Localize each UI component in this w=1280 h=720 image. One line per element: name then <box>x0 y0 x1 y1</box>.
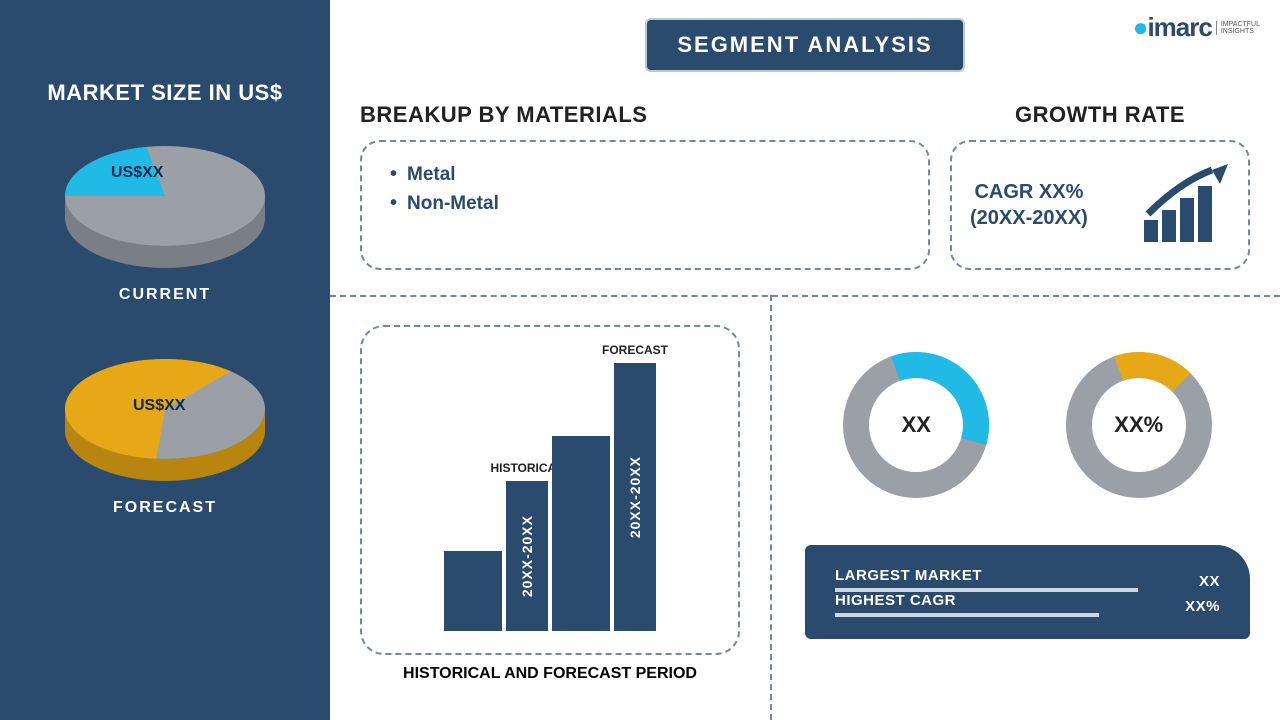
info-value: XX <box>1179 573 1220 592</box>
row-bottom: HISTORICAL20XX-20XXFORECAST20XX-20XX HIS… <box>330 295 1280 720</box>
bar <box>444 551 502 631</box>
bar: FORECAST20XX-20XX <box>614 363 656 631</box>
breakup-item: Metal <box>390 160 900 189</box>
sidebar: MARKET SIZE IN US$ US$XX CURRENT US$XX F… <box>0 0 330 720</box>
bar-period-label: 20XX-20XX <box>627 456 643 538</box>
info-bar <box>835 613 1099 617</box>
info-value: XX% <box>1165 598 1220 617</box>
logo-brand: imarc <box>1147 12 1211 42</box>
breakup-box: MetalNon-Metal <box>360 140 930 270</box>
main-area: SEGMENT ANALYSIS ●imarc IMPACTFUL INSIGH… <box>330 0 1280 720</box>
pie-value: US$XX <box>133 397 185 415</box>
donut-center-value: XX% <box>1114 412 1163 438</box>
cagr-text: CAGR XX% (20XX-20XX) <box>970 179 1088 231</box>
growth-icon <box>1140 164 1230 246</box>
bar-chart: HISTORICAL20XX-20XXFORECAST20XX-20XX <box>386 341 714 631</box>
bar-period-label: 20XX-20XX <box>519 515 535 597</box>
growth-title: GROWTH RATE <box>950 102 1250 128</box>
bar <box>552 436 610 631</box>
logo-tagline: IMPACTFUL INSIGHTS <box>1216 21 1260 35</box>
historical-caption: HISTORICAL AND FORECAST PERIOD <box>360 665 740 683</box>
logo-dot: ● <box>1133 12 1148 42</box>
page-title-badge: SEGMENT ANALYSIS <box>645 18 965 72</box>
logo-text: ●imarc <box>1133 12 1212 43</box>
historical-chart: HISTORICAL20XX-20XXFORECAST20XX-20XX <box>360 325 740 655</box>
sidebar-title: MARKET SIZE IN US$ <box>0 80 330 106</box>
pie-chart: US$XX <box>55 136 275 276</box>
info-row: LARGEST MARKET XX <box>835 567 1220 592</box>
breakup-item: Non-Metal <box>390 189 900 218</box>
historical-panel: HISTORICAL20XX-20XXFORECAST20XX-20XX HIS… <box>330 295 770 720</box>
donut-chart: XX <box>836 345 996 505</box>
donut-row: XX XX% <box>805 345 1250 505</box>
breakup-list: MetalNon-Metal <box>390 160 900 218</box>
bar-top-label: FORECAST <box>602 343 668 357</box>
row-top: BREAKUP BY MATERIALS MetalNon-Metal GROW… <box>330 72 1280 270</box>
metrics-panel: XX XX% LARGEST MARKET XX HIGHEST CAGR XX… <box>770 295 1280 720</box>
info-label: LARGEST MARKET <box>835 567 1179 592</box>
pie-label: FORECAST <box>0 499 330 517</box>
breakup-section: BREAKUP BY MATERIALS MetalNon-Metal <box>360 102 930 270</box>
pie-value: US$XX <box>111 164 163 182</box>
donut-chart: XX% <box>1059 345 1219 505</box>
info-label: HIGHEST CAGR <box>835 592 1165 617</box>
donut-center-value: XX <box>902 412 931 438</box>
bar: HISTORICAL20XX-20XX <box>506 481 548 631</box>
breakup-title: BREAKUP BY MATERIALS <box>360 102 930 128</box>
pie-label: CURRENT <box>0 286 330 304</box>
info-card: LARGEST MARKET XX HIGHEST CAGR XX% <box>805 545 1250 639</box>
growth-section: GROWTH RATE CAGR XX% (20XX-20XX) <box>950 102 1250 270</box>
info-row: HIGHEST CAGR XX% <box>835 592 1220 617</box>
growth-box: CAGR XX% (20XX-20XX) <box>950 140 1250 270</box>
brand-logo: ●imarc IMPACTFUL INSIGHTS <box>1133 12 1260 43</box>
pie-chart: US$XX <box>55 349 275 489</box>
